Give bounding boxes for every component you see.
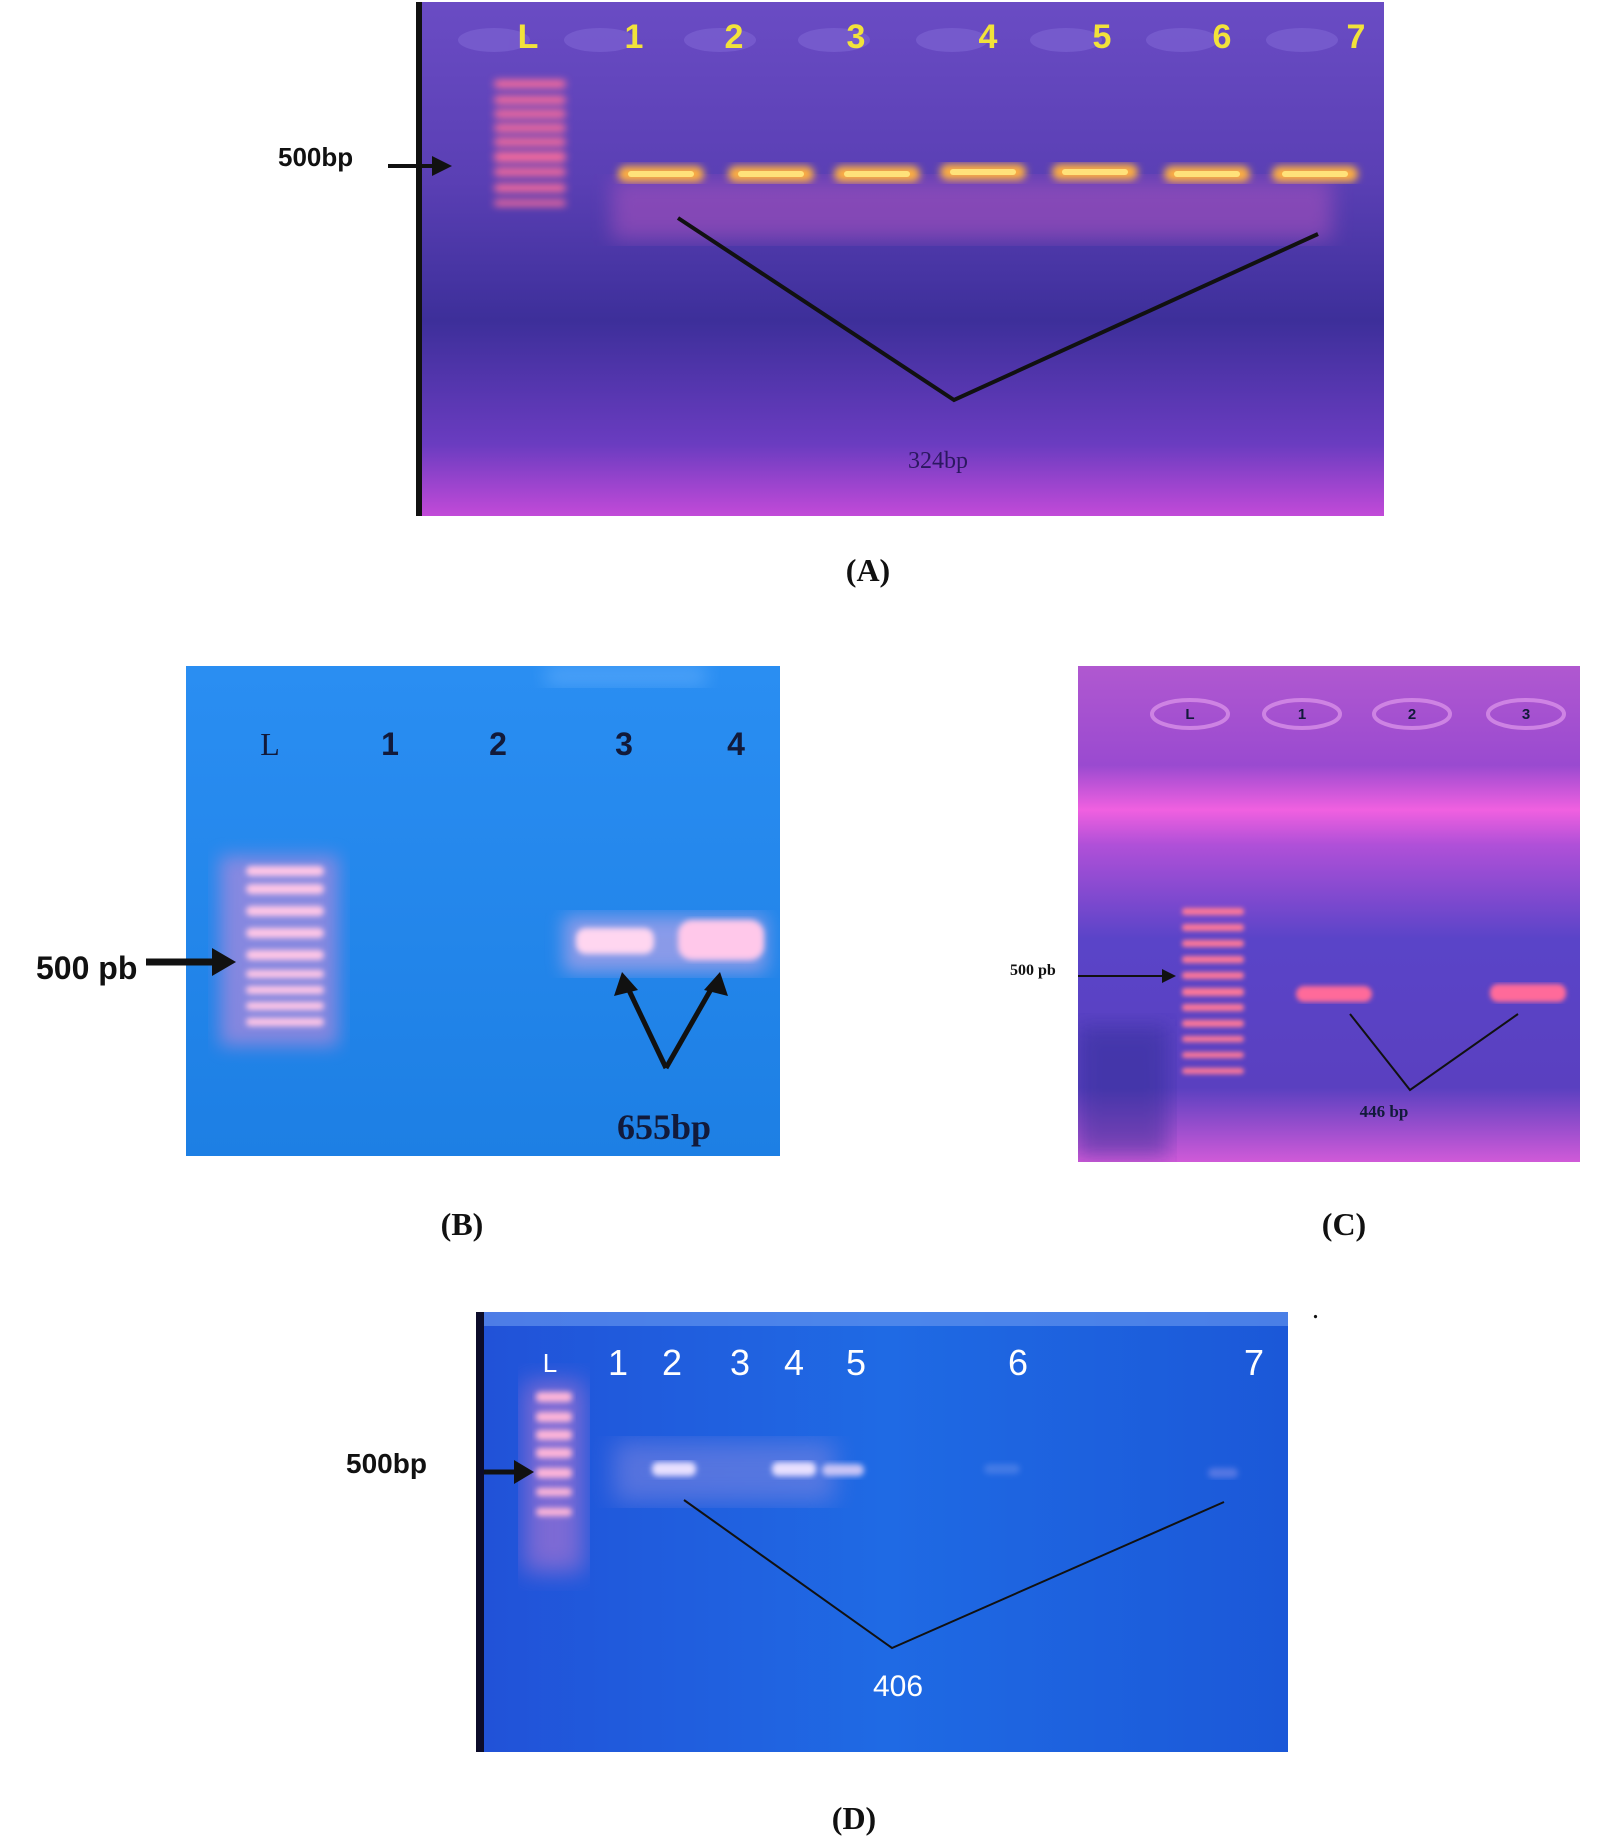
lane-label-b-2: 2: [489, 726, 507, 762]
lane-label-d-2: 2: [661, 1342, 683, 1383]
pointer-lines-c: [1349, 1013, 1519, 1092]
gel-image-a: L 1 2 3 4 5 6 7 324bp: [416, 2, 1384, 516]
ladder-bands-b: [246, 866, 324, 1026]
panel-caption-a: (A): [845, 552, 891, 588]
gel-d-background: [484, 1312, 1288, 1752]
gel-a-background: [422, 2, 1384, 516]
lane-label-d-4: 4: [783, 1342, 805, 1383]
marker-label-d: 500bp: [346, 1448, 427, 1479]
gel-b-background: [186, 666, 780, 1156]
lane-label-a-5: 5: [1092, 18, 1112, 56]
product-size-label-c: 446 bp: [1359, 1102, 1409, 1121]
lane-label-d-3: 3: [729, 1342, 751, 1383]
pointer-lines-d: [683, 1499, 1225, 1650]
stray-dot: .: [1312, 1294, 1319, 1325]
product-bands-d: [652, 1462, 1238, 1478]
product-size-label-d: 406: [872, 1670, 924, 1703]
lane-label-a-3: 3: [846, 18, 866, 56]
lane-label-b-1: 1: [381, 726, 399, 762]
lane-label-d-5: 5: [845, 1342, 867, 1383]
lane-label-a-2: 2: [724, 18, 744, 56]
product-bands-b: [576, 920, 764, 960]
lane-label-a-4: 4: [978, 18, 998, 56]
marker-label-c: 500 pb: [1010, 962, 1056, 979]
lane-label-c-2: 2: [1407, 706, 1417, 723]
ladder-bands-a: [494, 80, 566, 206]
lane-label-d-1: 1: [607, 1342, 629, 1383]
lane-label-a-6: 6: [1212, 18, 1232, 56]
gel-c-background: [1078, 666, 1580, 1162]
lane-label-d-6: 6: [1007, 1342, 1029, 1383]
panel-caption-b: (B): [440, 1206, 484, 1242]
pointer-lines-a: [676, 216, 1319, 403]
gel-image-c: L 1 2 3 446 bp: [1078, 666, 1580, 1162]
lane-label-b-4: 4: [727, 726, 745, 762]
product-size-label-a: 324bp: [908, 448, 968, 474]
lane-label-b-ladder: L: [260, 726, 280, 762]
gel-image-d: L 1 2 3 4 5 6 7 406: [476, 1312, 1288, 1752]
lane-label-a-7: 7: [1346, 18, 1366, 56]
ladder-bands-c: [1182, 908, 1244, 1074]
panel-caption-c: (C): [1321, 1206, 1367, 1242]
lane-label-b-3: 3: [615, 726, 633, 762]
product-bands-c: [1296, 984, 1566, 1002]
ladder-bands-d: [536, 1392, 572, 1516]
lane-label-c-3: 3: [1521, 706, 1531, 723]
marker-label-a: 500bp: [278, 142, 354, 172]
lane-label-a-ladder: L: [517, 18, 539, 56]
lane-label-a-1: 1: [624, 18, 644, 56]
lane-label-c-1: 1: [1297, 706, 1307, 723]
marker-label-b: 500 pb: [36, 950, 138, 986]
gel-image-b: L 1 2 3 4 655bp: [186, 666, 780, 1156]
lane-label-c-ladder: L: [1185, 706, 1195, 723]
pointer-arrows-b: [623, 982, 717, 1070]
lane-label-d-ladder: L: [542, 1348, 558, 1378]
panel-caption-d: (D): [831, 1800, 877, 1836]
product-size-label-b: 655bp: [616, 1107, 712, 1147]
lane-label-d-7: 7: [1243, 1342, 1265, 1383]
